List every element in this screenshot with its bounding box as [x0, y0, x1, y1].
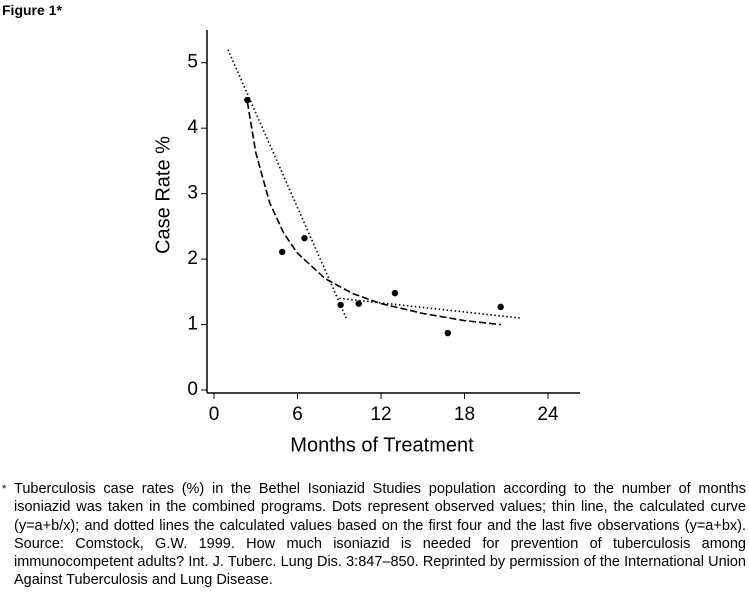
y-tick-label: 3	[187, 183, 198, 204]
x-tick-label: 0	[209, 404, 220, 425]
caption: * Tuberculosis case rates (%) in the Bet…	[2, 480, 746, 590]
y-axis-label: Case Rate %	[152, 136, 174, 254]
data-point	[497, 303, 504, 311]
x-tick-label: 12	[370, 404, 391, 425]
figure-label: Figure 1*	[2, 2, 62, 18]
footnote-marker: *	[2, 483, 7, 495]
y-tick-label: 4	[187, 117, 198, 138]
y-tick-label: 1	[187, 314, 198, 335]
fit-line	[227, 49, 347, 319]
data-point	[391, 289, 399, 297]
fit-line	[246, 101, 501, 326]
data-point	[444, 329, 451, 337]
x-tick-label: 6	[292, 404, 303, 425]
x-tick-label: 18	[454, 404, 475, 425]
y-tick-label: 5	[187, 52, 198, 73]
data-point	[355, 300, 362, 307]
data-point	[301, 234, 308, 242]
caption-text: Tuberculosis case rates (%) in the Bethe…	[14, 481, 746, 589]
x-axis-label: Months of Treatment	[290, 434, 474, 456]
y-tick-label: 0	[187, 379, 198, 400]
y-tick-label: 2	[187, 248, 198, 269]
x-tick-label: 24	[537, 404, 559, 425]
data-point	[278, 248, 286, 256]
